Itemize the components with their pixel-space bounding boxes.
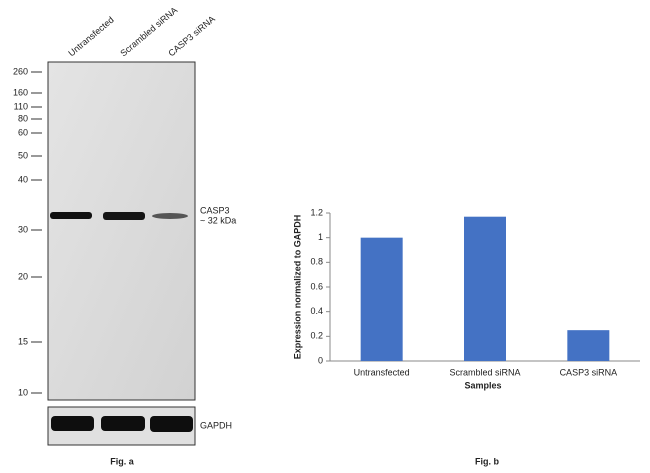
x-tick-label: Scrambled siRNA <box>449 367 520 377</box>
band <box>50 212 92 219</box>
marker-label: 40 <box>18 174 28 184</box>
band-label: CASP3 <box>200 205 230 215</box>
marker-label: 80 <box>18 113 28 123</box>
y-tick-label: 0.6 <box>310 281 323 291</box>
blot-panel <box>47 61 196 401</box>
y-tick-label: 0.8 <box>310 257 323 267</box>
y-tick-label: 1 <box>318 232 323 242</box>
marker-label: 15 <box>18 336 28 346</box>
bar <box>567 330 610 361</box>
band <box>152 213 188 219</box>
marker-label: 30 <box>18 224 28 234</box>
marker-label: 60 <box>18 127 28 137</box>
caption: Fig. a <box>110 456 134 466</box>
band <box>51 416 94 431</box>
caption: Fig. b <box>475 456 499 466</box>
y-tick-label: 0.2 <box>310 331 323 341</box>
x-tick-label: CASP3 siRNA <box>560 367 618 377</box>
bar <box>360 237 403 361</box>
marker-label: 160 <box>13 87 28 97</box>
y-tick-label: 0 <box>318 355 323 365</box>
bar <box>464 216 506 361</box>
band <box>103 212 145 220</box>
x-tick-label: Untransfected <box>354 367 410 377</box>
lane-label: Untransfected <box>66 15 115 59</box>
marker-label: 260 <box>13 66 28 76</box>
x-axis-title: Samples <box>464 380 501 390</box>
loading-label: GAPDH <box>200 420 232 430</box>
lane-label: CASP3 siRNA <box>166 14 216 59</box>
y-axis-title: Expression normalized to GAPDH <box>292 215 302 360</box>
band <box>150 416 193 432</box>
band <box>101 416 145 431</box>
marker-label: 50 <box>18 150 28 160</box>
band-label: ~ 32 kDa <box>200 215 236 225</box>
marker-label: 110 <box>14 101 28 111</box>
y-tick-label: 0.4 <box>310 306 323 316</box>
y-tick-label: 1.2 <box>310 207 323 217</box>
marker-label: 10 <box>18 387 28 397</box>
marker-label: 20 <box>18 271 28 281</box>
